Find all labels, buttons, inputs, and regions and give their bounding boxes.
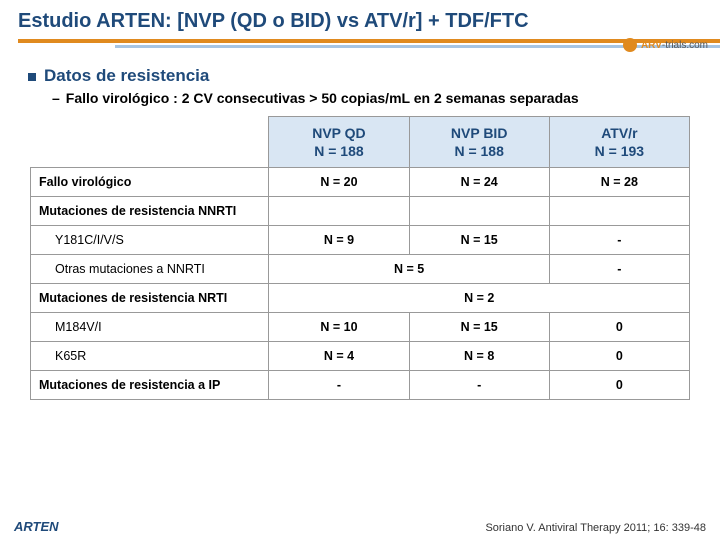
cell-merged: N = 5: [269, 255, 549, 284]
row-label: K65R: [31, 342, 269, 371]
table-row: Mutaciones de resistencia a IP - - 0: [31, 371, 690, 400]
table-row: Otras mutaciones a NNRTI N = 5 -: [31, 255, 690, 284]
table-row: M184V/I N = 10 N = 15 0: [31, 313, 690, 342]
col-atv: ATV/r N = 193: [549, 117, 689, 168]
bullet-icon: [28, 73, 36, 81]
logo: ARV-trials.com: [623, 38, 708, 52]
col-nvp-bid: NVP BID N = 188: [409, 117, 549, 168]
row-label: Mutaciones de resistencia NRTI: [31, 284, 269, 313]
divider-orange: [18, 39, 720, 43]
table-header-row: NVP QD N = 188 NVP BID N = 188 ATV/r N =…: [31, 117, 690, 168]
resistance-table: NVP QD N = 188 NVP BID N = 188 ATV/r N =…: [30, 116, 690, 400]
footer: ARTEN Soriano V. Antiviral Therapy 2011;…: [0, 519, 720, 534]
cell: -: [409, 371, 549, 400]
table-row: Mutaciones de resistencia NRTI N = 2: [31, 284, 690, 313]
cell: [409, 197, 549, 226]
logo-rest: -trials.com: [662, 40, 708, 51]
globe-icon: [623, 38, 637, 52]
table-row: K65R N = 4 N = 8 0: [31, 342, 690, 371]
row-label: Y181C/I/V/S: [31, 226, 269, 255]
table-row: Y181C/I/V/S N = 9 N = 15 -: [31, 226, 690, 255]
cell: N = 24: [409, 168, 549, 197]
cell: -: [269, 371, 409, 400]
cell: N = 8: [409, 342, 549, 371]
header-blank: [31, 117, 269, 168]
cell: N = 20: [269, 168, 409, 197]
col1-l1: NVP QD: [312, 125, 365, 141]
citation: Soriano V. Antiviral Therapy 2011; 16: 3…: [485, 522, 706, 534]
row-label: Fallo virológico: [31, 168, 269, 197]
cell: -: [549, 255, 689, 284]
row-label: M184V/I: [31, 313, 269, 342]
definition-line: –Fallo virológico : 2 CV consecutivas > …: [52, 90, 692, 106]
cell: 0: [549, 342, 689, 371]
cell: N = 15: [409, 313, 549, 342]
table-row: Mutaciones de resistencia NNRTI: [31, 197, 690, 226]
col1-l2: N = 188: [314, 143, 363, 159]
cell: 0: [549, 313, 689, 342]
col-nvp-qd: NVP QD N = 188: [269, 117, 409, 168]
col2-l2: N = 188: [454, 143, 503, 159]
cell: N = 28: [549, 168, 689, 197]
page-title: Estudio ARTEN: [NVP (QD o BID) vs ATV/r]…: [0, 0, 720, 39]
cell: -: [549, 226, 689, 255]
col3-l2: N = 193: [595, 143, 644, 159]
row-label: Mutaciones de resistencia NNRTI: [31, 197, 269, 226]
cell: 0: [549, 371, 689, 400]
col2-l1: NVP BID: [451, 125, 508, 141]
col3-l1: ATV/r: [601, 125, 637, 141]
logo-arv: ARV: [641, 40, 662, 51]
header-divider: ARV-trials.com: [0, 39, 720, 60]
cell: [269, 197, 409, 226]
cell: N = 10: [269, 313, 409, 342]
section-heading: Datos de resistencia: [44, 66, 209, 86]
cell: [549, 197, 689, 226]
cell: N = 15: [409, 226, 549, 255]
definition-text: Fallo virológico : 2 CV consecutivas > 5…: [66, 90, 579, 106]
cell: N = 9: [269, 226, 409, 255]
table-row: Fallo virológico N = 20 N = 24 N = 28: [31, 168, 690, 197]
row-label: Otras mutaciones a NNRTI: [31, 255, 269, 284]
study-name: ARTEN: [14, 519, 59, 534]
row-label: Mutaciones de resistencia a IP: [31, 371, 269, 400]
cell-merged: N = 2: [269, 284, 690, 313]
cell: N = 4: [269, 342, 409, 371]
